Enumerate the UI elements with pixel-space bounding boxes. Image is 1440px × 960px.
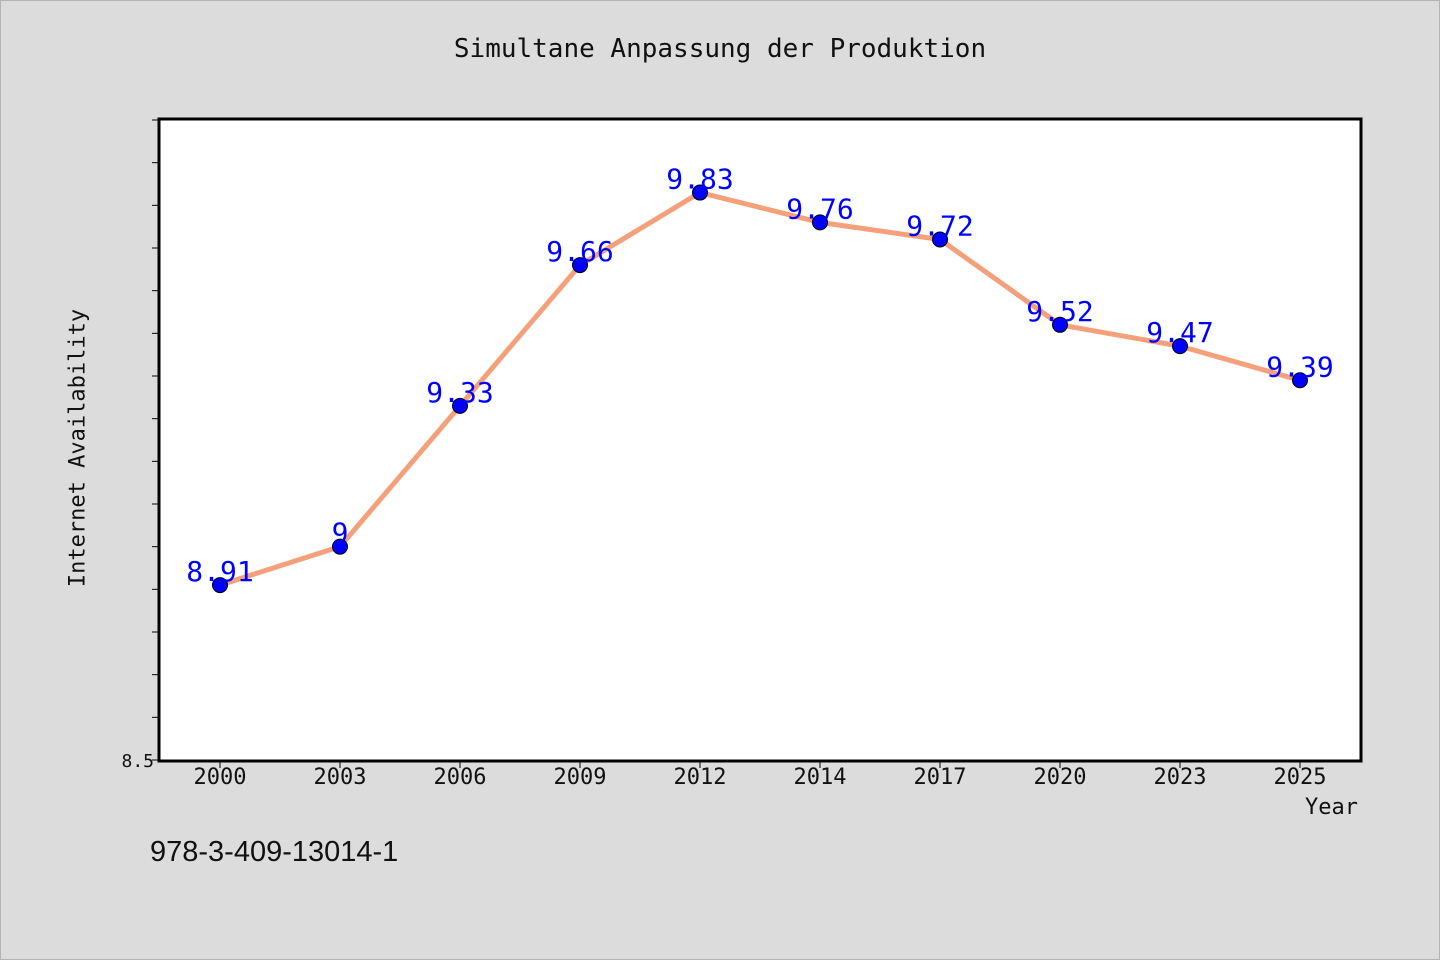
data-label: 9.47 (1146, 316, 1213, 349)
data-point-marker (932, 231, 948, 248)
data-label-layer: 8.91 9 9.33 9.66 9.83 9.76 9.72 9.52 9.47 9.39 (186, 163, 1333, 589)
x-tick-label: 2025 (1274, 765, 1327, 790)
data-point-marker (692, 184, 708, 201)
data-point-marker (212, 577, 228, 594)
data-point-marker (1292, 372, 1308, 389)
x-tick-label: 2020 (1034, 765, 1087, 790)
x-tick-label: 2012 (674, 765, 727, 790)
chart-title: Simultane Anpassung der Produktion (453, 34, 987, 64)
data-point-marker (452, 397, 468, 414)
y-tick-label: 8.5 (121, 751, 154, 772)
y-axis-ticks: 8.5 (121, 119, 160, 772)
x-tick-label: 2023 (1154, 765, 1207, 790)
data-label: 9.76 (786, 192, 853, 225)
x-tick-label: 2003 (314, 765, 367, 790)
data-label: 9 (332, 517, 349, 550)
x-axis-label: Year (1305, 795, 1358, 820)
x-tick-label: 2014 (794, 765, 847, 790)
x-tick-label: 2006 (434, 765, 487, 790)
data-point-marker (1052, 316, 1068, 333)
x-tick-label: 2009 (554, 765, 607, 790)
series-layer (212, 184, 1308, 594)
x-axis-ticks: 2000 2003 2006 2009 2012 2014 2017 2020 2023 2025 (194, 760, 1327, 790)
data-label: 8.91 (186, 555, 253, 588)
plot-area (157, 117, 1363, 763)
data-label: 9.33 (426, 376, 493, 409)
data-label: 9.39 (1266, 350, 1333, 383)
data-point-marker (1172, 338, 1188, 355)
x-tick-label: 2017 (914, 765, 967, 790)
data-label: 9.66 (546, 235, 613, 268)
data-point-marker (812, 214, 828, 231)
data-point-marker (332, 538, 348, 555)
x-tick-label: 2000 (194, 765, 247, 790)
series-line (219, 190, 1301, 588)
data-label: 9.83 (666, 163, 733, 196)
data-label: 9.72 (906, 209, 973, 242)
data-point-marker (572, 257, 588, 274)
data-label: 9.52 (1026, 295, 1093, 328)
isbn-footnote: 978-3-409-13014-1 (150, 836, 399, 868)
